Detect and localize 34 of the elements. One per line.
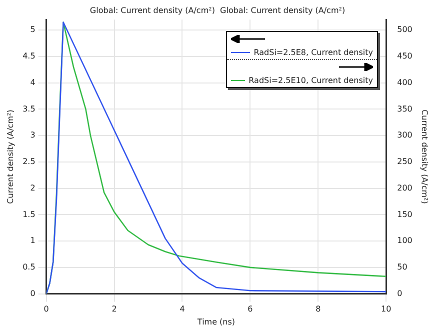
x-tick-label: 4 xyxy=(180,304,185,314)
legend-label: RadSi=2.5E10, Current density xyxy=(248,76,373,85)
y-tick-label: 5 xyxy=(30,25,36,34)
y-tick-label: 2 xyxy=(30,183,36,192)
y-tick-label: 4.5 xyxy=(22,52,36,61)
y-tick-label: 1.5 xyxy=(22,210,36,219)
legend-label: RadSi=2.5E8, Current density xyxy=(254,48,373,57)
y-tick-label: 1 xyxy=(30,236,36,246)
y-tick-label: 0 xyxy=(30,288,36,298)
y-tick-label: 3 xyxy=(30,130,36,140)
x-tick-label: 2 xyxy=(112,304,117,314)
y-tick-label: 0.5 xyxy=(22,262,36,272)
y2-tick-label: 500 xyxy=(397,25,412,34)
y2-tick-label: 0 xyxy=(397,288,402,298)
y2-axis-title: Current density (A/cm²) xyxy=(420,110,430,204)
y-tick-label: 3.5 xyxy=(22,104,36,114)
y2-tick-label: 200 xyxy=(397,183,412,192)
x-axis-title: Time (ns) xyxy=(196,317,236,326)
y-tick-label: 2.5 xyxy=(22,157,36,166)
x-tick-label: 8 xyxy=(316,304,321,314)
y-axis-title: Current density (A/cm²) xyxy=(6,110,15,204)
y2-tick-label: 450 xyxy=(397,52,412,61)
x-tick-label: 6 xyxy=(248,304,253,314)
y-tick-label: 4 xyxy=(30,78,36,87)
y2-tick-label: 250 xyxy=(397,157,412,166)
y2-tick-label: 100 xyxy=(397,236,412,246)
y2-tick-label: 400 xyxy=(397,78,412,87)
chart-title: Global: Current density (A/cm²) Global: Current density (A/cm²) xyxy=(90,6,346,15)
y2-tick-label: 50 xyxy=(397,262,408,272)
y2-tick-label: 150 xyxy=(397,210,412,219)
y2-tick-label: 350 xyxy=(397,104,412,114)
x-tick-label: 10 xyxy=(381,304,392,314)
y2-tick-label: 300 xyxy=(397,130,412,140)
x-tick-label: 0 xyxy=(44,304,49,314)
